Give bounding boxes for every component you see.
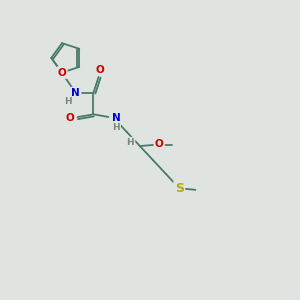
- Text: H: H: [112, 123, 120, 132]
- Text: O: O: [58, 68, 66, 78]
- Text: N: N: [71, 88, 80, 98]
- Text: O: O: [96, 65, 104, 75]
- Text: H: H: [127, 138, 134, 147]
- Text: S: S: [175, 182, 184, 195]
- Text: O: O: [155, 139, 164, 149]
- Text: N: N: [112, 113, 120, 123]
- Text: O: O: [66, 113, 75, 123]
- Text: H: H: [64, 97, 71, 106]
